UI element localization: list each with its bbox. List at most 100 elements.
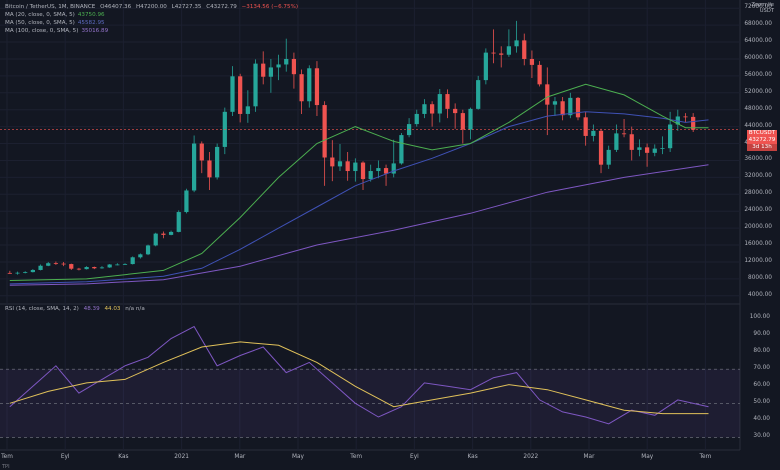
candle-body: [161, 233, 166, 235]
rsi-tick-label: 60.00: [753, 382, 770, 389]
candle-body: [76, 268, 82, 270]
candle-body: [598, 130, 604, 165]
rsi-ma-line: [9, 341, 709, 415]
time-tick-label: May: [292, 454, 304, 460]
price-tick-label: 44000.00: [744, 122, 772, 129]
candle-body: [345, 161, 350, 172]
price-tick-label: 36000.00: [744, 156, 772, 163]
price-tick-label: 12000.00: [744, 257, 772, 264]
candle-body: [69, 264, 74, 269]
candle-body: [261, 63, 266, 77]
candle-body: [545, 84, 550, 105]
time-tick-label: May: [641, 454, 654, 460]
candle-body: [644, 147, 650, 153]
candle-body: [322, 105, 327, 158]
candle-body: [691, 116, 696, 130]
candle-body: [453, 108, 458, 114]
candle-body: [376, 168, 381, 172]
candle-body: [230, 76, 235, 112]
price-tick-label: 48000.00: [744, 105, 772, 112]
rsi-tick-label: 50.00: [753, 399, 770, 406]
candle-body: [291, 58, 297, 75]
candle-body: [621, 133, 627, 135]
rsi-tick-label: 40.00: [753, 416, 770, 423]
time-tick-label: Kas: [467, 454, 478, 460]
price-tick-label: 68000.00: [744, 21, 772, 28]
candle-body: [583, 117, 588, 136]
candle-body: [107, 264, 112, 268]
candle-body: [138, 254, 143, 258]
rsi-band: [0, 369, 740, 438]
time-tick-label: Mar: [234, 454, 246, 460]
candle-body: [575, 97, 581, 118]
rsi-tick-label: 100.00: [749, 314, 770, 320]
candle-body: [614, 133, 619, 150]
price-tick-label: 24000.00: [744, 207, 772, 214]
main-legend: Bitcoin / TetherUS, 1M, BINANCE O46407.3…: [5, 3, 298, 35]
rsi-tick-label: 30.00: [753, 433, 770, 440]
rsi-tick-label: 70.00: [753, 365, 770, 372]
candle-body: [299, 74, 304, 102]
price-tick-label: 60000.00: [744, 54, 772, 61]
candle-body: [506, 46, 512, 55]
candle-body: [514, 40, 519, 47]
ohlc-high: H47200.00: [135, 4, 167, 10]
time-tick-label: 2022: [523, 454, 539, 460]
candle-body: [652, 148, 657, 153]
candle-body: [445, 94, 450, 109]
time-tick-label: Eyl: [410, 454, 419, 460]
bottom-note: TPI: [2, 464, 10, 470]
candle-body: [476, 80, 481, 109]
last-price-tag: 43272.79: [747, 137, 777, 144]
candle-body: [422, 104, 427, 114]
candle-body: [353, 162, 358, 172]
candle-body: [537, 64, 542, 85]
price-tick-label: 28000.00: [744, 190, 772, 197]
time-tick-label: Mar: [583, 454, 595, 460]
candle-body: [606, 149, 611, 165]
candle-body: [460, 113, 465, 130]
candle-body: [61, 263, 66, 265]
candle-body: [560, 101, 565, 116]
legend-ma100[interactable]: MA (100, close, 0, SMA, 5) 35016.89: [5, 28, 109, 34]
price-tick-label: 56000.00: [744, 71, 772, 78]
candle-body: [191, 143, 197, 191]
candle-body: [437, 94, 442, 114]
candle-body: [46, 263, 51, 266]
candle-body: [668, 124, 673, 149]
price-tick-label: 72000.00: [744, 4, 772, 11]
candle-body: [591, 130, 596, 136]
candle-body: [307, 68, 312, 102]
candle-body: [660, 148, 665, 149]
candle-body: [284, 58, 289, 65]
legend-ma20[interactable]: MA (20, close, 0, SMA, 5) 43750.96: [5, 12, 105, 18]
ohlc-open: O46407.36: [100, 4, 132, 10]
candle-body: [222, 111, 227, 147]
ohlc-low: L42727.35: [171, 4, 202, 10]
price-tick-label: 52000.00: [744, 88, 772, 95]
candle-body: [276, 64, 281, 68]
ma20-line: [9, 83, 709, 281]
rsi-tick-label: 80.00: [753, 348, 770, 355]
candle-body: [637, 147, 642, 150]
candle-body: [499, 53, 504, 55]
candle-body: [238, 76, 243, 114]
candle-body: [245, 106, 250, 114]
time-tick-label: Eyl: [60, 454, 70, 460]
candle-body: [99, 267, 105, 269]
rsi-legend[interactable]: RSI (14, close, SMA, 14, 2) 48.39 44.03 …: [5, 306, 145, 312]
rsi-line: [9, 325, 709, 425]
candle-body: [468, 108, 473, 130]
legend-ma50[interactable]: MA (50, close, 0, SMA, 5) 45582.95: [5, 20, 105, 26]
price-tick-label: 64000.00: [744, 38, 772, 45]
candle-body: [368, 171, 373, 180]
candle-body: [383, 168, 389, 174]
candle-body: [215, 146, 220, 178]
time-tick-label: Tem: [1, 454, 13, 460]
candle-body: [568, 97, 573, 116]
candle-body: [314, 68, 320, 106]
candle-body: [522, 40, 527, 59]
candle-body: [253, 63, 258, 107]
